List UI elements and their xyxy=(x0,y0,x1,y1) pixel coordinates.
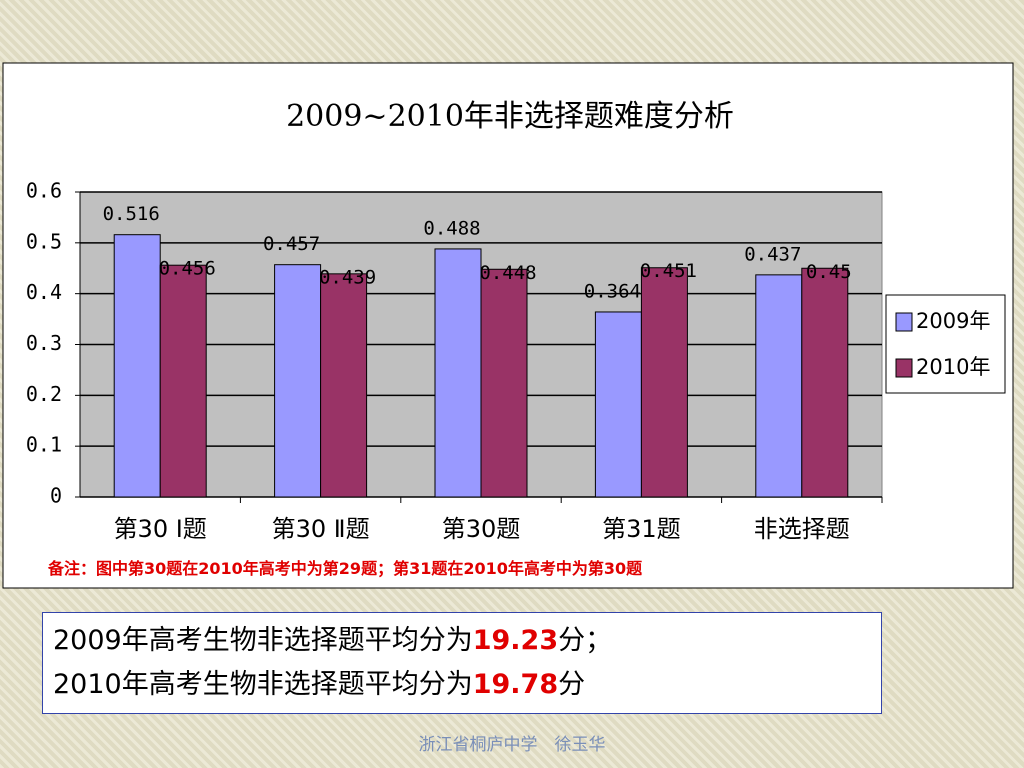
legend-swatch xyxy=(895,312,913,332)
summary-text: 2009年高考生物非选择题平均分为 xyxy=(53,625,473,656)
value-label: 0.516 xyxy=(103,203,160,225)
bar xyxy=(755,274,803,498)
x-tick-label: 第30 Ⅱ题 xyxy=(272,515,370,543)
summary-box: 2009年高考生物非选择题平均分为19.23分； 2010年高考生物非选择题平均分… xyxy=(42,612,882,714)
bar xyxy=(480,268,528,498)
legend-label: 2010年 xyxy=(916,355,990,379)
value-label: 0.457 xyxy=(263,233,320,255)
value-label: 0.488 xyxy=(423,217,480,239)
y-tick-label: 0.2 xyxy=(26,382,62,406)
x-tick-label: 第30题 xyxy=(442,515,521,543)
y-tick-label: 0.6 xyxy=(26,179,62,203)
summary-line: 2010年高考生物非选择题平均分为19.78分 xyxy=(53,663,871,707)
bar xyxy=(801,267,849,498)
summary-score: 19.23 xyxy=(472,625,559,656)
y-tick-label: 0.3 xyxy=(26,331,62,355)
x-tick-label: 非选择题 xyxy=(754,515,850,543)
chart-title: 2009~2010年非选择题难度分析 xyxy=(286,99,734,134)
value-label: 0.364 xyxy=(584,280,641,302)
value-label: 0.448 xyxy=(479,262,536,284)
y-tick-label: 0.4 xyxy=(26,280,62,304)
y-tick-label: 0.1 xyxy=(26,433,62,457)
bar xyxy=(320,273,368,498)
chart: 2009~2010年非选择题难度分析 0 0.1 0.2 0.3 0.4 0.5 0.6 第3… xyxy=(2,62,1014,589)
footer: 浙江省桐庐中学 徐玉华 xyxy=(418,735,606,755)
y-tick-label: 0 xyxy=(50,484,62,508)
x-tick-label: 第30 Ⅰ题 xyxy=(114,515,207,543)
summary-suffix: 分； xyxy=(558,625,613,656)
bar xyxy=(113,234,161,498)
bar xyxy=(274,264,322,498)
bar xyxy=(594,311,642,498)
value-label: 0.45 xyxy=(806,261,852,283)
note: 备注：图中第30题在2010年高考中为第29题；第31题在2010年高考中为第3… xyxy=(48,559,643,578)
bar xyxy=(434,248,482,498)
value-label: 0.451 xyxy=(640,260,697,282)
value-label: 0.437 xyxy=(744,243,801,265)
summary-suffix: 分 xyxy=(558,669,586,700)
legend-swatch xyxy=(895,358,913,378)
summary-score: 19.78 xyxy=(472,669,559,700)
summary-line: 2009年高考生物非选择题平均分为19.23分； xyxy=(53,619,871,663)
x-tick-label: 第31题 xyxy=(602,515,681,543)
y-tick-label: 0.5 xyxy=(26,229,62,253)
summary-text: 2010年高考生物非选择题平均分为 xyxy=(53,669,473,700)
value-label: 0.456 xyxy=(159,258,216,280)
bar xyxy=(159,264,207,498)
value-label: 0.439 xyxy=(319,266,376,288)
bar xyxy=(640,267,688,498)
legend-label: 2009年 xyxy=(916,309,990,333)
